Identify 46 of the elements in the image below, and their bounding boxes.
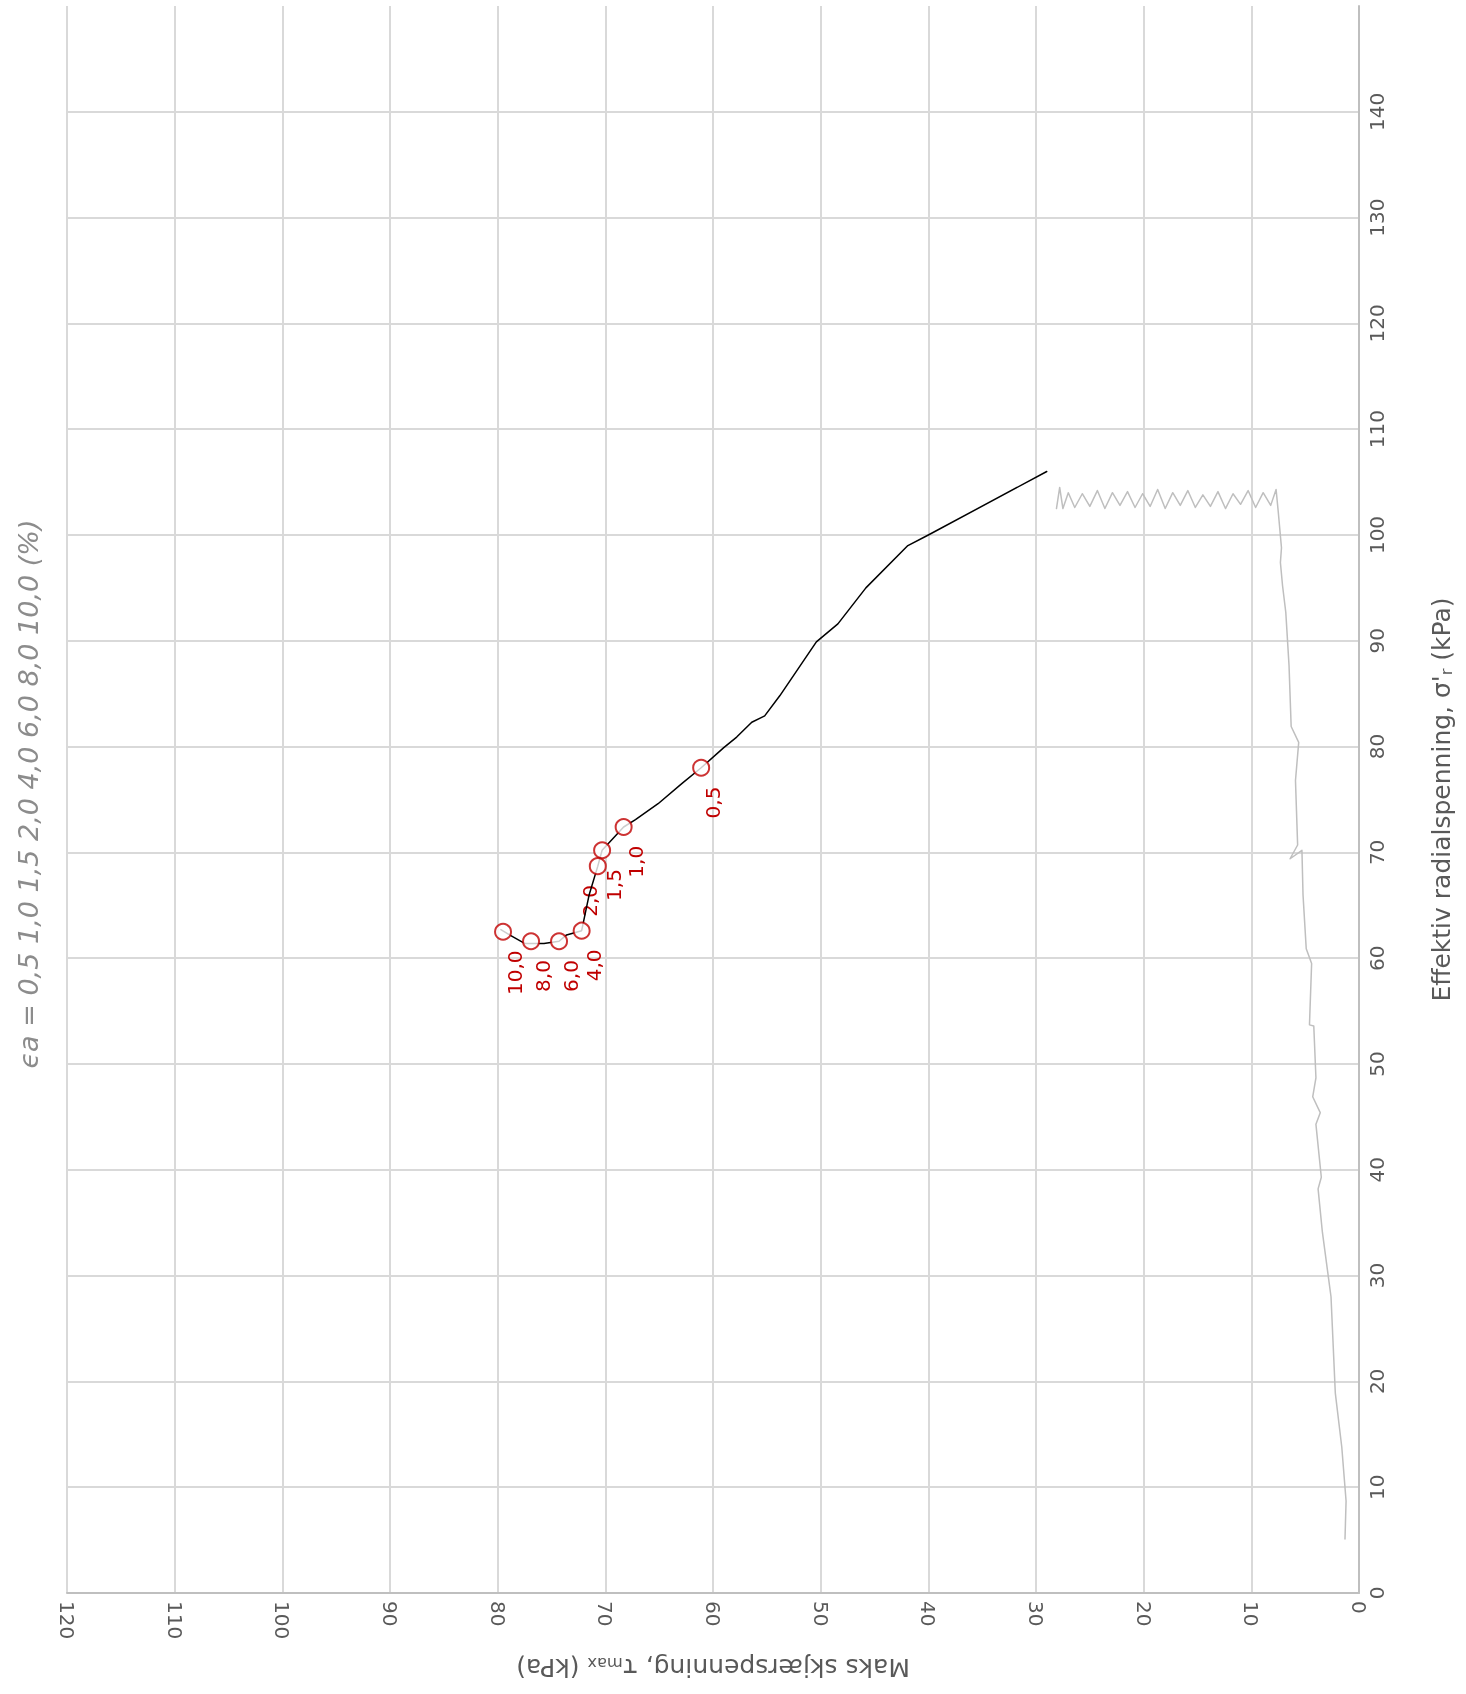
y-tick-label: 50 bbox=[1365, 1051, 1389, 1077]
y-tick-label: 70 bbox=[1365, 839, 1389, 866]
y-tick-label: 30 bbox=[1365, 1262, 1389, 1289]
y-tick-label: 10 bbox=[1365, 1474, 1389, 1500]
annotation: 6,0 bbox=[559, 960, 584, 992]
y-tick-label: 100 bbox=[1365, 515, 1389, 555]
point bbox=[550, 932, 569, 951]
x-tick-label: 110 bbox=[162, 1601, 187, 1640]
annotation: 2,0 bbox=[577, 885, 602, 917]
point bbox=[593, 841, 612, 860]
y-tick-label: 0 bbox=[1365, 1586, 1389, 1600]
line-series bbox=[1055, 486, 1347, 1540]
x-tick-label: 60 bbox=[701, 1601, 725, 1627]
y-tick-label: 20 bbox=[1365, 1368, 1389, 1395]
point bbox=[494, 922, 513, 941]
x-tick-label: 10 bbox=[1239, 1601, 1264, 1627]
y-tick-label: 140 bbox=[1365, 92, 1389, 131]
x-tick-label: 30 bbox=[1024, 1601, 1048, 1627]
x-axis-title: Maks skjærspenning, τmax (kPa) bbox=[516, 1653, 910, 1682]
x-tick-label: 80 bbox=[485, 1601, 510, 1627]
x-tick-label: 0 bbox=[1347, 1601, 1371, 1614]
text: ϵa = 0,5 1,0 1,5 2,0 4,0 6,0 8,0 10,0 (%) bbox=[12, 519, 44, 1069]
annotation: 8,0 bbox=[531, 960, 556, 992]
y-tick-label: 120 bbox=[1365, 304, 1389, 343]
x-tick-label: 100 bbox=[270, 1601, 295, 1640]
point bbox=[588, 857, 607, 876]
annotation: 0,5 bbox=[701, 786, 726, 819]
point bbox=[572, 921, 591, 940]
x-tick-label: 20 bbox=[1131, 1601, 1156, 1627]
x-tick-label: 120 bbox=[55, 1601, 79, 1640]
x-tick-label: 90 bbox=[378, 1601, 402, 1627]
point bbox=[614, 818, 633, 836]
y-tick-label: 40 bbox=[1365, 1157, 1389, 1183]
annotation: 10,0 bbox=[503, 950, 528, 996]
x-tick-label: 50 bbox=[808, 1601, 833, 1627]
annotation: 4,0 bbox=[581, 949, 606, 982]
y-tick-label: 60 bbox=[1365, 945, 1389, 971]
y-tick-label: 130 bbox=[1365, 198, 1389, 237]
x-tick-label: 40 bbox=[916, 1601, 941, 1627]
y-tick-label: 90 bbox=[1365, 628, 1389, 654]
point bbox=[692, 758, 711, 777]
x-tick-label: 70 bbox=[593, 1601, 618, 1627]
y-axis-title: Effektiv radialspenning, σ'r (kPa) bbox=[1427, 597, 1456, 1002]
y-tick-label: 110 bbox=[1365, 410, 1389, 449]
y-tick-label: 80 bbox=[1365, 733, 1389, 760]
point bbox=[522, 932, 541, 951]
